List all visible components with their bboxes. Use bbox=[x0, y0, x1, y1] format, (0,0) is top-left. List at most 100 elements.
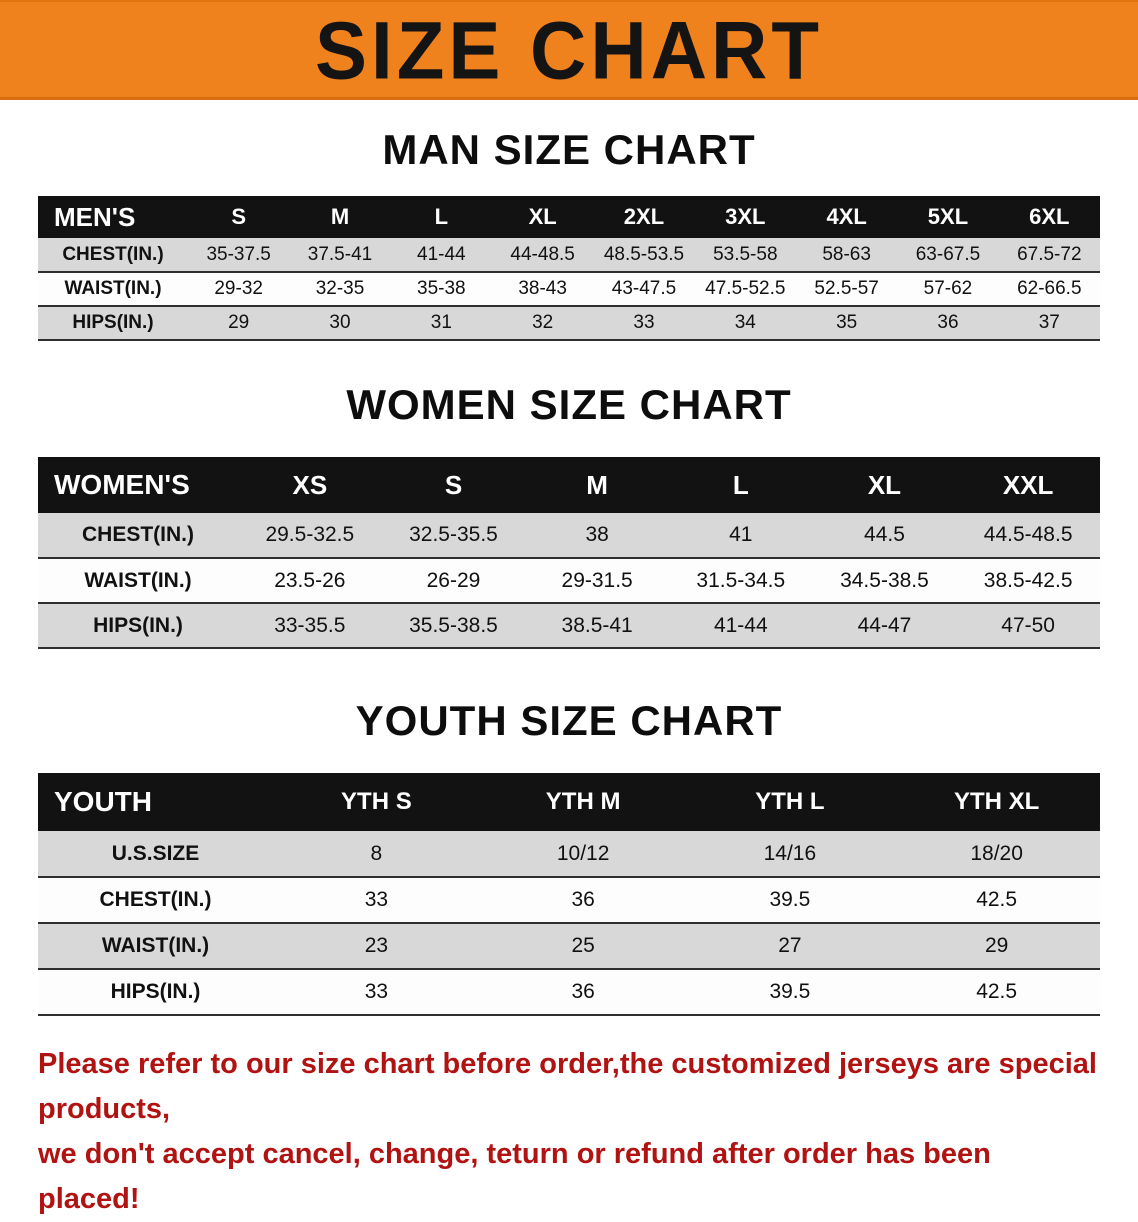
size-value-cell: 37.5-41 bbox=[307, 243, 373, 265]
size-value-cell: 41 bbox=[729, 523, 753, 546]
measurement-row: HIPS(IN.) 33 36 39.5 42.5 bbox=[38, 969, 1100, 1015]
size-value-cell: 34.5-38.5 bbox=[840, 568, 929, 592]
size-column-header: YTH M bbox=[545, 788, 621, 815]
size-value-cell: 58-63 bbox=[822, 243, 871, 265]
table-title-cell: MEN'S bbox=[54, 201, 136, 232]
disclaimer-line-2: we don't accept cancel, change, teturn o… bbox=[38, 1137, 991, 1215]
measurement-row: HIPS(IN.) 29 30 31 32 33 34 35 36 37 bbox=[38, 306, 1100, 340]
size-value-cell: 39.5 bbox=[769, 888, 811, 911]
page-title: SIZE CHART bbox=[315, 3, 823, 96]
size-value-cell: 44-47 bbox=[857, 613, 912, 637]
women-section: WOMEN SIZE CHART WOMEN'S XS S M L XL XXL CHEST(… bbox=[0, 381, 1138, 649]
size-value-cell: 29 bbox=[228, 312, 250, 333]
size-value-cell: 47-50 bbox=[1001, 613, 1055, 637]
size-column-header: L bbox=[434, 204, 449, 229]
size-header-row: MEN'S S M L XL 2XL 3XL 4XL 5XL 6XL bbox=[38, 196, 1100, 238]
size-value-cell: 37 bbox=[1038, 312, 1060, 333]
size-value-cell: 43-47.5 bbox=[611, 278, 677, 299]
size-value-cell: 38.5-41 bbox=[561, 613, 633, 637]
size-value-cell: 38.5-42.5 bbox=[983, 568, 1073, 592]
size-column-header: XS bbox=[292, 469, 328, 500]
measurement-row-label: HIPS(IN.) bbox=[72, 312, 154, 333]
measurement-row-label: CHEST(IN.) bbox=[62, 243, 164, 265]
size-value-cell: 44.5 bbox=[864, 523, 905, 546]
measurement-row-label: U.S.SIZE bbox=[111, 841, 200, 865]
size-value-cell: 36 bbox=[571, 888, 595, 911]
banner: SIZE CHART bbox=[0, 0, 1138, 100]
size-value-cell: 42.5 bbox=[976, 980, 1018, 1003]
size-value-cell: 36 bbox=[571, 980, 595, 1003]
size-column-header: 5XL bbox=[927, 204, 969, 229]
size-value-cell: 41-44 bbox=[417, 243, 466, 265]
size-value-cell: 33 bbox=[364, 888, 389, 911]
size-value-cell: 33 bbox=[633, 312, 655, 333]
size-value-cell: 36 bbox=[937, 312, 959, 333]
size-value-cell: 33 bbox=[364, 980, 389, 1003]
measurement-row-label: WAIST(IN.) bbox=[64, 278, 162, 299]
measurement-row-label: CHEST(IN.) bbox=[99, 888, 212, 911]
size-value-cell: 35-38 bbox=[417, 278, 466, 299]
measurement-row: WAIST(IN.) 23.5-26 26-29 29-31.5 31.5-34.5 34… bbox=[38, 558, 1100, 603]
size-column-header: XL bbox=[528, 204, 557, 229]
measurement-row-label: WAIST(IN.) bbox=[84, 568, 192, 592]
size-value-cell: 32 bbox=[532, 312, 554, 333]
size-value-cell: 62-66.5 bbox=[1017, 278, 1082, 299]
size-value-cell: 30 bbox=[329, 312, 351, 333]
size-value-cell: 35 bbox=[836, 312, 858, 333]
size-value-cell: 35-37.5 bbox=[206, 243, 271, 265]
size-column-header: YTH S bbox=[341, 788, 412, 815]
size-value-cell: 44-48.5 bbox=[510, 243, 575, 265]
size-value-cell: 39.5 bbox=[769, 980, 811, 1003]
size-value-cell: 53.5-58 bbox=[713, 243, 778, 265]
size-value-cell: 41-44 bbox=[713, 613, 768, 637]
size-value-cell: 29.5-32.5 bbox=[265, 523, 355, 546]
table-title-cell: WOMEN'S bbox=[54, 469, 190, 500]
women-size-table: WOMEN'S XS S M L XL XXL CHEST(IN.) 29.5-32.5 32.5… bbox=[38, 457, 1100, 649]
size-value-cell: 18/20 bbox=[970, 841, 1023, 865]
size-value-cell: 32-35 bbox=[315, 278, 365, 299]
size-column-header: XXL bbox=[1002, 469, 1054, 500]
measurement-row-label: HIPS(IN.) bbox=[110, 980, 201, 1003]
size-column-header: S bbox=[444, 469, 463, 500]
size-value-cell: 57-62 bbox=[923, 278, 973, 299]
size-value-cell: 29-31.5 bbox=[561, 568, 633, 592]
size-value-cell: 26-29 bbox=[426, 568, 481, 592]
size-value-cell: 33-35.5 bbox=[274, 613, 346, 637]
size-value-cell: 29 bbox=[984, 934, 1009, 957]
youth-section: YOUTH SIZE CHART YOUTH YTH S YTH M YTH L YTH… bbox=[0, 697, 1138, 1016]
size-value-cell: 52.5-57 bbox=[814, 278, 879, 299]
size-value-cell: 10/12 bbox=[556, 841, 610, 865]
size-value-cell: 48.5-53.5 bbox=[603, 243, 685, 265]
size-value-cell: 42.5 bbox=[976, 888, 1018, 911]
size-value-cell: 47.5-52.5 bbox=[705, 278, 786, 299]
size-value-cell: 31 bbox=[430, 312, 452, 333]
table-title-cell: YOUTH bbox=[54, 786, 152, 817]
youth-size-table: YOUTH YTH S YTH M YTH L YTH XL U.S.SIZE 8 10/12… bbox=[38, 773, 1100, 1016]
men-section: MAN SIZE CHART MEN'S S M L XL 2XL 3XL 4XL 5XL 6XL… bbox=[0, 126, 1138, 341]
size-value-cell: 63-67.5 bbox=[915, 243, 981, 265]
measurement-row: HIPS(IN.) 33-35.5 35.5-38.5 38.5-41 41-44 44-… bbox=[38, 603, 1100, 648]
size-column-header: YTH L bbox=[755, 788, 825, 815]
size-value-cell: 25 bbox=[571, 934, 595, 957]
size-value-cell: 29-32 bbox=[214, 278, 263, 299]
measurement-row-label: WAIST(IN.) bbox=[101, 934, 210, 957]
measurement-row: WAIST(IN.) 29-32 32-35 35-38 38-43 43-47.5 47.… bbox=[38, 272, 1100, 306]
measurement-row: CHEST(IN.) 35-37.5 37.5-41 41-44 44-48.5 48.5… bbox=[38, 238, 1100, 272]
size-column-header: M bbox=[586, 469, 608, 500]
size-value-cell: 23.5-26 bbox=[274, 568, 346, 592]
size-column-header: L bbox=[732, 469, 749, 500]
measurement-row: CHEST(IN.) 33 36 39.5 42.5 bbox=[38, 877, 1100, 923]
size-column-header: 2XL bbox=[623, 204, 665, 229]
size-value-cell: 44.5-48.5 bbox=[983, 523, 1073, 546]
size-value-cell: 32.5-35.5 bbox=[409, 523, 498, 546]
measurement-row-label: HIPS(IN.) bbox=[93, 613, 183, 637]
size-column-header: XL bbox=[867, 469, 902, 500]
size-column-header: M bbox=[330, 204, 350, 229]
size-column-header: S bbox=[231, 204, 246, 229]
size-value-cell: 27 bbox=[778, 934, 802, 957]
size-value-cell: 14/16 bbox=[763, 841, 817, 865]
size-value-cell: 35.5-38.5 bbox=[409, 613, 498, 637]
size-value-cell: 38 bbox=[585, 523, 609, 546]
size-header-row: YOUTH YTH S YTH M YTH L YTH XL bbox=[38, 773, 1100, 831]
